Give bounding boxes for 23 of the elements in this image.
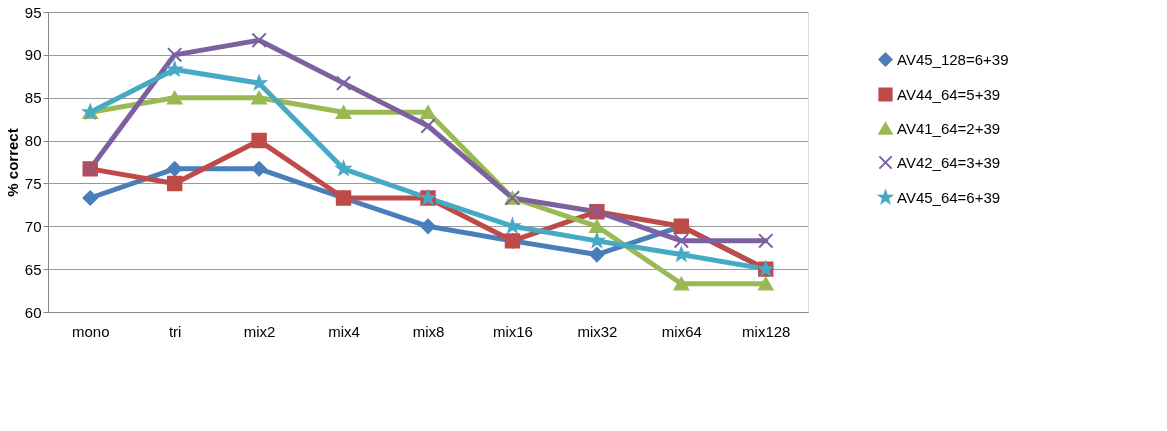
y-tick-label: 90	[24, 46, 42, 64]
y-tick-label: 95	[24, 3, 42, 21]
y-tick-label: 60	[24, 303, 42, 321]
x-tick-label: mix8	[412, 322, 445, 340]
y-tick-label: 80	[24, 132, 42, 150]
y-tick-label: 70	[24, 217, 42, 235]
x-tick-label: mono	[71, 322, 110, 340]
x-tick-label: mix32	[577, 322, 618, 340]
x-tick-label: tri	[168, 322, 182, 340]
x-tick-label: mix16	[492, 322, 533, 340]
x-tick-label: mix128	[742, 322, 791, 340]
y-axis-title: % correct	[3, 128, 21, 197]
y-tick-label: 85	[24, 89, 42, 107]
legend-label: AV41_64=2+39	[897, 119, 1001, 137]
x-tick-label: mix64	[661, 322, 702, 340]
x-tick-label: mix2	[243, 322, 276, 340]
legend-label: AV45_64=6+39	[897, 188, 1001, 206]
y-tick-label: 65	[24, 260, 42, 278]
legend-label: AV44_64=5+39	[897, 85, 1001, 103]
legend-label: AV45_128=6+39	[897, 50, 1009, 68]
y-tick-label: 75	[24, 174, 42, 192]
legend-label: AV42_64=3+39	[897, 153, 1001, 171]
x-tick-label: mix4	[328, 322, 360, 340]
